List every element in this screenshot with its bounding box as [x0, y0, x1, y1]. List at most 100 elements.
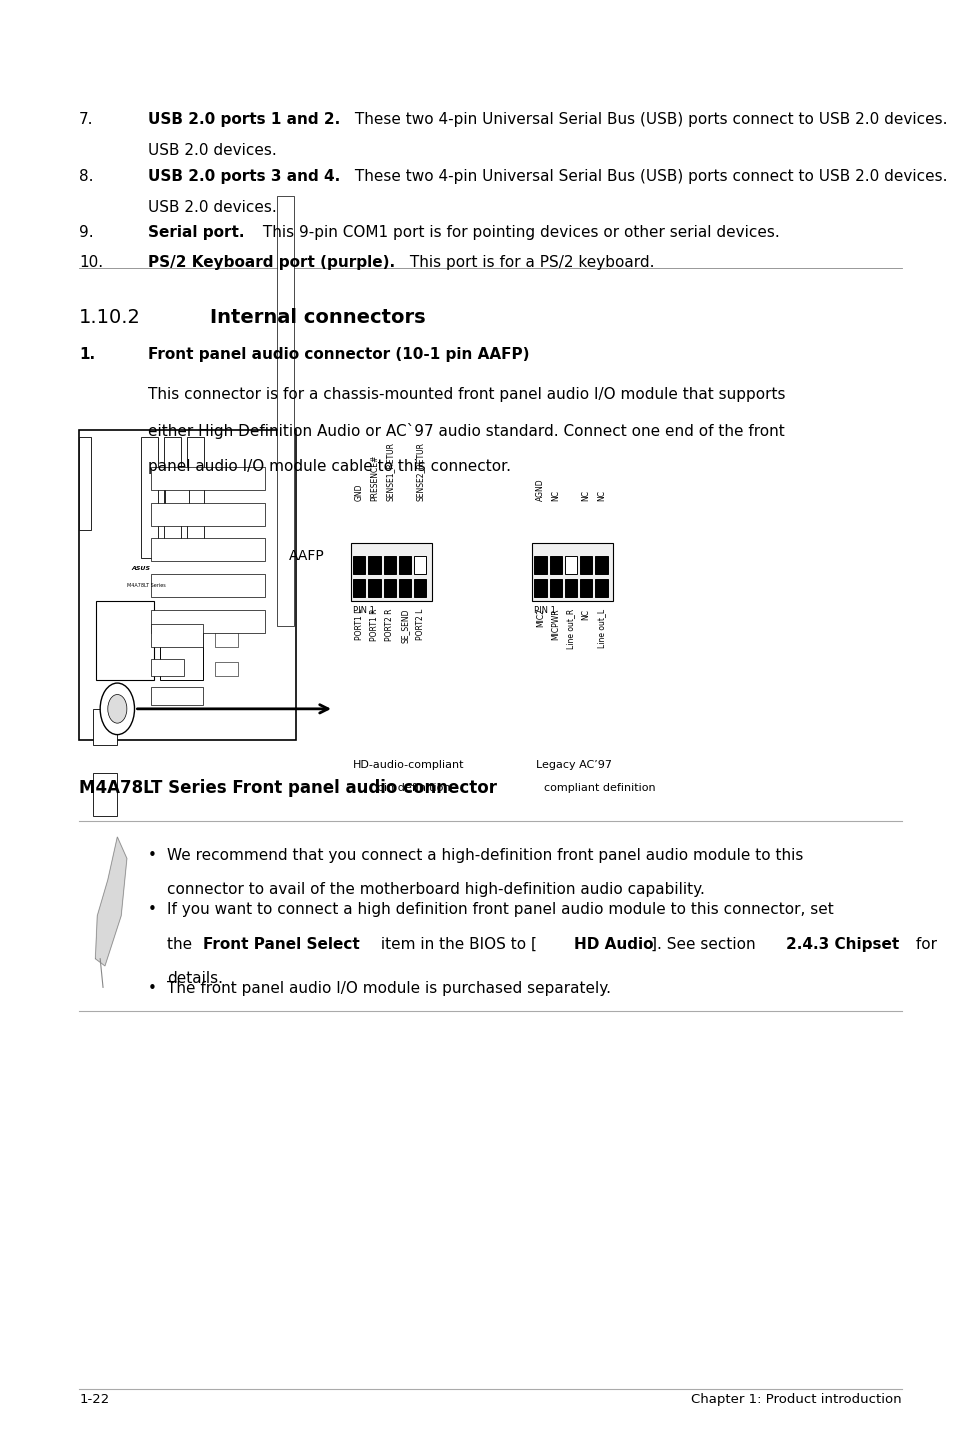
Text: PRESENCE#: PRESENCE# — [370, 455, 378, 501]
Text: GND: GND — [355, 484, 363, 501]
Bar — [214, 633, 238, 647]
Text: Legacy AC’97: Legacy AC’97 — [536, 760, 612, 770]
Bar — [93, 773, 117, 816]
Text: M4A78LT Series Front panel audio connector: M4A78LT Series Front panel audio connect… — [79, 779, 497, 798]
Bar — [165, 484, 189, 516]
Text: 8.: 8. — [79, 169, 93, 183]
Text: These two 4-pin Universal Serial Bus (USB) ports connect to USB 2.0 devices.: These two 4-pin Universal Serial Bus (US… — [349, 169, 946, 183]
Text: The front panel audio I/O module is purchased separately.: The front panel audio I/O module is purc… — [167, 981, 610, 995]
Bar — [398, 579, 411, 597]
Text: HD Audio: HD Audio — [573, 937, 653, 952]
Text: 2.4.3 Chipset: 2.4.3 Chipset — [784, 937, 898, 952]
Text: PIN 1: PIN 1 — [353, 606, 375, 614]
Bar — [353, 556, 365, 574]
Bar — [164, 437, 181, 558]
Bar — [534, 579, 546, 597]
Text: These two 4-pin Universal Serial Bus (USB) ports connect to USB 2.0 devices.: These two 4-pin Universal Serial Bus (US… — [349, 112, 946, 126]
Bar — [368, 556, 380, 574]
Circle shape — [100, 683, 134, 735]
Bar — [214, 662, 238, 676]
Text: USB 2.0 ports 3 and 4.: USB 2.0 ports 3 and 4. — [148, 169, 340, 183]
Text: •: • — [148, 981, 156, 995]
Bar — [151, 574, 265, 597]
Bar — [151, 659, 184, 676]
Text: ASUS: ASUS — [132, 566, 151, 571]
Bar — [383, 579, 395, 597]
Text: •: • — [148, 902, 156, 916]
Text: item in the BIOS to [: item in the BIOS to [ — [375, 937, 537, 952]
Text: either High Definition Audio or AC`97 audio standard. Connect one end of the fro: either High Definition Audio or AC`97 au… — [148, 422, 783, 438]
Bar — [151, 610, 265, 633]
Text: Chapter 1: Product introduction: Chapter 1: Product introduction — [690, 1393, 901, 1406]
Bar — [579, 556, 592, 574]
Text: Serial port.: Serial port. — [148, 225, 244, 239]
Text: AGND: AGND — [536, 478, 544, 501]
Text: •: • — [148, 848, 156, 862]
Text: USB 2.0 devices.: USB 2.0 devices. — [148, 200, 276, 215]
Bar — [532, 543, 613, 601]
Bar — [368, 579, 380, 597]
Bar — [398, 556, 411, 574]
Text: SE_SEND: SE_SEND — [400, 609, 409, 643]
Text: MICPWR: MICPWR — [551, 609, 559, 640]
Circle shape — [108, 695, 127, 723]
Bar — [595, 556, 607, 574]
Text: Line out_R: Line out_R — [566, 609, 575, 649]
Text: 10.: 10. — [79, 255, 103, 269]
Text: Front Panel Select: Front Panel Select — [203, 937, 359, 952]
Text: Internal connectors: Internal connectors — [210, 308, 425, 326]
Text: 1-22: 1-22 — [79, 1393, 110, 1406]
Text: NC: NC — [551, 490, 559, 501]
Bar — [93, 709, 117, 745]
Text: 1.10.2: 1.10.2 — [79, 308, 141, 326]
Text: Front panel audio connector (10-1 pin AAFP): Front panel audio connector (10-1 pin AA… — [148, 347, 529, 361]
Text: ]. See section: ]. See section — [650, 937, 760, 952]
Bar — [276, 196, 294, 626]
Text: PS/2 Keyboard port (purple).: PS/2 Keyboard port (purple). — [148, 255, 395, 269]
Bar — [151, 503, 265, 526]
Text: AAFP: AAFP — [289, 548, 324, 563]
Text: connector to avail of the motherboard high-definition audio capability.: connector to avail of the motherboard hi… — [167, 882, 704, 898]
Text: MIC2: MIC2 — [536, 609, 544, 627]
Text: the: the — [167, 937, 196, 952]
Bar — [79, 430, 295, 740]
Bar — [79, 437, 91, 530]
Bar — [549, 579, 561, 597]
Bar — [141, 437, 158, 558]
Bar — [151, 467, 265, 490]
Bar — [151, 624, 203, 647]
Bar — [351, 543, 432, 601]
Text: If you want to connect a high definition front panel audio module to this connec: If you want to connect a high definition… — [167, 902, 833, 916]
Text: This connector is for a chassis-mounted front panel audio I/O module that suppor: This connector is for a chassis-mounted … — [148, 387, 784, 401]
Text: 7.: 7. — [79, 112, 93, 126]
Text: PORT2 L: PORT2 L — [416, 609, 424, 640]
Text: panel audio I/O module cable to this connector.: panel audio I/O module cable to this con… — [148, 460, 511, 474]
Polygon shape — [95, 836, 127, 965]
Bar — [353, 579, 365, 597]
Text: details.: details. — [167, 971, 223, 987]
Text: compliant definition: compliant definition — [543, 783, 655, 793]
Bar — [383, 556, 395, 574]
Text: USB 2.0 ports 1 and 2.: USB 2.0 ports 1 and 2. — [148, 112, 340, 126]
Bar — [564, 579, 577, 597]
Text: for: for — [910, 937, 936, 952]
Bar — [534, 556, 546, 574]
Text: We recommend that you connect a high-definition front panel audio module to this: We recommend that you connect a high-def… — [167, 848, 802, 862]
Text: This port is for a PS/2 keyboard.: This port is for a PS/2 keyboard. — [404, 255, 654, 269]
Text: NC: NC — [581, 609, 590, 620]
Text: 9.: 9. — [79, 225, 93, 239]
Text: This 9-pin COM1 port is for pointing devices or other serial devices.: This 9-pin COM1 port is for pointing dev… — [257, 225, 779, 239]
Bar — [595, 579, 607, 597]
Bar — [96, 601, 153, 680]
Bar — [579, 579, 592, 597]
Bar — [151, 538, 265, 561]
Text: pin definition: pin definition — [376, 783, 450, 793]
Text: NC: NC — [597, 490, 605, 501]
Text: PORT1 R: PORT1 R — [370, 609, 378, 642]
Bar — [187, 437, 204, 558]
Text: SENSE1_RETUR: SENSE1_RETUR — [385, 442, 394, 501]
Text: SENSE2_RETUR: SENSE2_RETUR — [416, 442, 424, 501]
Text: PIN 1: PIN 1 — [534, 606, 556, 614]
Bar — [549, 556, 561, 574]
Text: HD-audio-compliant: HD-audio-compliant — [353, 760, 464, 770]
